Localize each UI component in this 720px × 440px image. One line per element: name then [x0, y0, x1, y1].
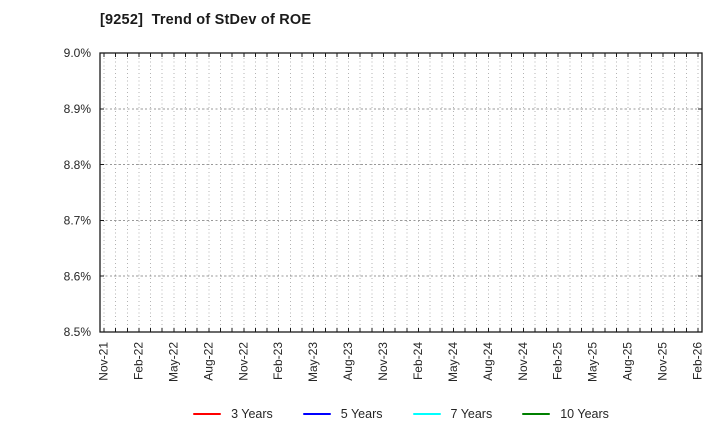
plot-border [99, 52, 703, 333]
legend-line-icon [522, 412, 551, 416]
legend-line-icon [193, 412, 222, 416]
x-axis-tick-label: May-24 [446, 342, 460, 382]
legend: 3 Years 5 Years 7 Years 10 Years [100, 404, 702, 424]
legend-item-7-years: 7 Years [412, 406, 493, 421]
y-axis-tick-label: 8.5% [64, 325, 92, 339]
y-axis-tick-label: 8.6% [64, 269, 92, 283]
y-axis-tick-label: 8.8% [64, 158, 92, 172]
legend-item-3-years: 3 Years [193, 408, 273, 421]
plot-area: 9.0% 8.9% 8.8% 8.7% 8.6% 8.5% Nov-21 Feb-22 May-… [64, 46, 705, 382]
x-axis-tick-label: Aug-22 [201, 342, 215, 381]
x-axis-tick-label: Nov-22 [236, 342, 250, 381]
y-axis-tick-label: 8.9% [64, 102, 92, 116]
y-axis-tick-label: 9.0% [64, 46, 92, 60]
x-axis-tick-label: Nov-24 [516, 342, 530, 381]
x-axis-tick-label: Nov-23 [376, 342, 390, 381]
x-axis-tick-label: Aug-25 [621, 342, 635, 381]
x-axis-tick-label: Aug-24 [481, 342, 495, 381]
x-axis-tick-label: Feb-24 [411, 342, 425, 380]
legend-label: 10 Years [560, 406, 609, 421]
y-axis-tick-label: 8.7% [64, 214, 92, 228]
x-axis-tick-label: May-22 [166, 342, 180, 382]
x-axis-tick-label: Feb-23 [271, 342, 285, 380]
legend-label: 5 Years [340, 406, 383, 421]
legend-item-5-years: 5 Years [302, 406, 383, 421]
legend-label: 7 Years [450, 406, 493, 421]
legend-item-10-years: 10 Years [522, 408, 609, 421]
legend-line-icon [412, 412, 441, 416]
x-axis-tick-label: Nov-21 [97, 342, 111, 381]
legend-label: 3 Years [231, 406, 273, 421]
x-axis-tick-label: May-23 [306, 342, 320, 382]
x-axis-tick-label: Feb-22 [131, 342, 145, 380]
chart-title: [9252] Trend of StDev of ROE [100, 12, 312, 28]
x-axis-tick-label: Feb-25 [551, 342, 565, 380]
x-axis-tick-label: Aug-23 [341, 342, 355, 381]
legend-line-icon [302, 412, 331, 416]
x-axis-tick-label: Nov-25 [656, 342, 670, 381]
x-axis-tick-label: May-25 [586, 342, 600, 382]
x-axis-tick-label: Feb-26 [691, 342, 705, 380]
